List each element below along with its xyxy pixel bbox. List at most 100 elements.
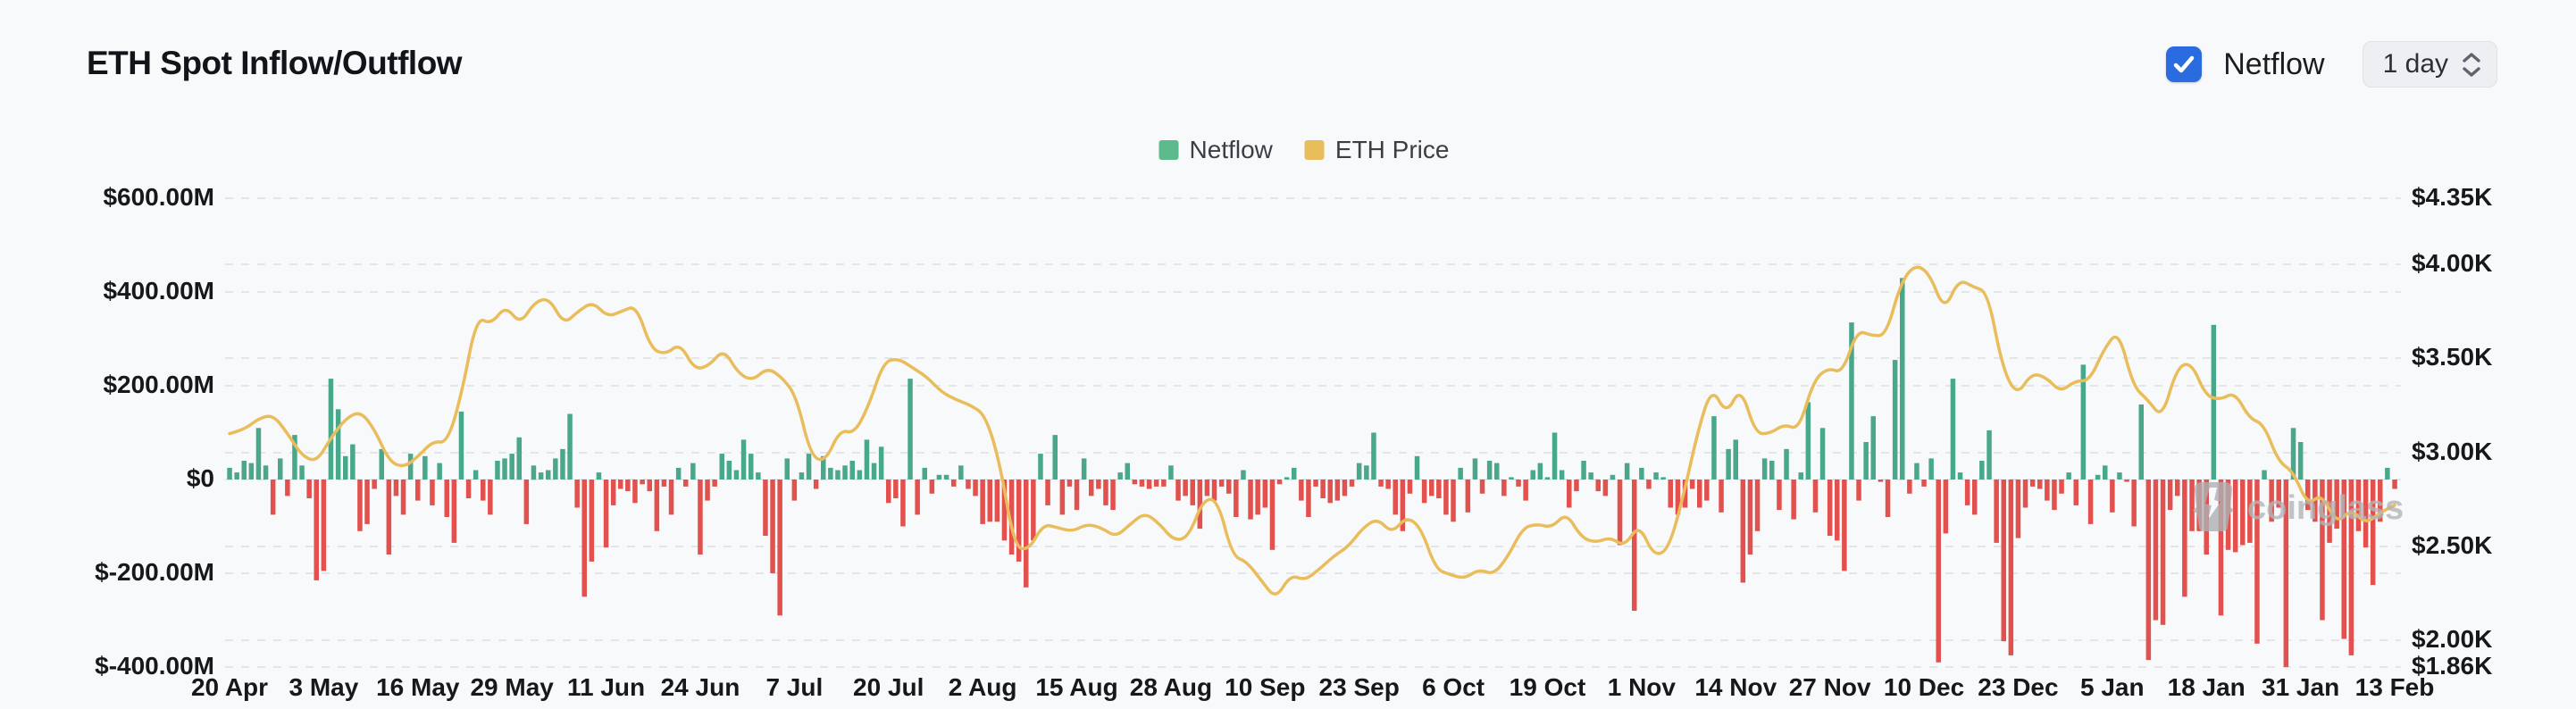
- netflow-bar[interactable]: [2305, 480, 2311, 511]
- netflow-bar[interactable]: [1907, 480, 1912, 494]
- netflow-bar[interactable]: [1530, 470, 1536, 480]
- netflow-bar[interactable]: [1052, 435, 1058, 480]
- netflow-bar[interactable]: [922, 467, 928, 480]
- netflow-bar[interactable]: [2073, 480, 2079, 505]
- netflow-bar[interactable]: [1292, 467, 1297, 480]
- netflow-bar[interactable]: [2254, 480, 2260, 644]
- netflow-bar[interactable]: [733, 470, 740, 480]
- netflow-bar[interactable]: [1878, 480, 1884, 482]
- netflow-bar[interactable]: [234, 472, 239, 480]
- netflow-bar[interactable]: [1269, 480, 1275, 550]
- netflow-bar[interactable]: [603, 480, 609, 548]
- netflow-bar[interactable]: [1812, 480, 1819, 513]
- netflow-bar[interactable]: [2015, 480, 2021, 538]
- netflow-bar[interactable]: [1117, 472, 1123, 480]
- netflow-bar[interactable]: [1153, 480, 1159, 487]
- netflow-bar[interactable]: [465, 480, 472, 498]
- netflow-bar[interactable]: [1031, 480, 1036, 541]
- netflow-bar[interactable]: [1313, 480, 1318, 487]
- netflow-bar[interactable]: [1479, 480, 1485, 494]
- netflow-bar[interactable]: [1486, 461, 1493, 480]
- netflow-bar[interactable]: [1747, 480, 1753, 555]
- netflow-bar[interactable]: [2059, 480, 2064, 494]
- netflow-bar[interactable]: [1754, 480, 1761, 531]
- netflow-bar[interactable]: [2160, 480, 2166, 625]
- netflow-bar[interactable]: [1892, 360, 1898, 480]
- netflow-bar[interactable]: [857, 470, 863, 480]
- netflow-bar[interactable]: [1957, 472, 1963, 480]
- netflow-bar[interactable]: [386, 480, 392, 555]
- netflow-bar[interactable]: [1211, 480, 1217, 501]
- netflow-bar[interactable]: [357, 480, 363, 531]
- netflow-bar[interactable]: [1429, 480, 1434, 496]
- netflow-bar[interactable]: [2297, 442, 2304, 480]
- netflow-bar[interactable]: [1646, 480, 1652, 489]
- netflow-bar[interactable]: [1900, 278, 1905, 480]
- netflow-bar[interactable]: [458, 411, 464, 480]
- netflow-bar[interactable]: [1038, 454, 1043, 480]
- netflow-bar[interactable]: [2189, 480, 2195, 531]
- netflow-bar[interactable]: [842, 465, 848, 480]
- netflow-bar[interactable]: [1660, 477, 1666, 480]
- netflow-bar[interactable]: [1719, 480, 1724, 513]
- netflow-bar[interactable]: [994, 480, 1000, 522]
- netflow-bar[interactable]: [943, 474, 949, 480]
- netflow-bar[interactable]: [1863, 442, 1869, 480]
- netflow-bar[interactable]: [1204, 480, 1210, 496]
- netflow-bar[interactable]: [813, 480, 819, 489]
- netflow-bar[interactable]: [1574, 480, 1579, 492]
- netflow-bar[interactable]: [2269, 480, 2274, 522]
- netflow-bar[interactable]: [1972, 480, 1978, 515]
- netflow-bar[interactable]: [285, 480, 290, 496]
- netflow-bar[interactable]: [2334, 480, 2339, 530]
- netflow-bar[interactable]: [2211, 324, 2217, 480]
- netflow-bar[interactable]: [2385, 467, 2390, 480]
- legend-item-netflow[interactable]: Netflow: [1158, 136, 1273, 164]
- netflow-bar[interactable]: [393, 480, 399, 496]
- netflow-bar[interactable]: [1819, 428, 1826, 480]
- netflow-bar[interactable]: [314, 480, 320, 580]
- netflow-bar[interactable]: [1197, 480, 1203, 530]
- netflow-bar[interactable]: [2153, 480, 2159, 621]
- netflow-bar[interactable]: [1008, 480, 1015, 555]
- netflow-bar[interactable]: [1964, 480, 1970, 505]
- netflow-bar[interactable]: [936, 474, 942, 480]
- netflow-bar[interactable]: [1928, 458, 1934, 480]
- netflow-bar[interactable]: [270, 480, 276, 515]
- netflow-bar[interactable]: [1777, 480, 1782, 511]
- netflow-bar[interactable]: [1132, 480, 1138, 485]
- netflow-bar[interactable]: [929, 480, 935, 494]
- netflow-bar[interactable]: [1096, 480, 1101, 489]
- netflow-bar[interactable]: [1458, 467, 1463, 480]
- netflow-bar[interactable]: [502, 458, 507, 480]
- netflow-bar[interactable]: [1689, 480, 1695, 489]
- netflow-bar[interactable]: [1791, 480, 1796, 520]
- netflow-bar[interactable]: [980, 480, 985, 524]
- netflow-bar[interactable]: [1827, 480, 1833, 536]
- netflow-bar[interactable]: [2348, 480, 2354, 655]
- netflow-bar[interactable]: [364, 480, 370, 524]
- netflow-bar[interactable]: [784, 458, 790, 480]
- netflow-bar[interactable]: [675, 467, 682, 480]
- netflow-bar[interactable]: [1255, 480, 1260, 515]
- netflow-bar[interactable]: [654, 480, 660, 531]
- netflow-bar[interactable]: [2262, 470, 2267, 480]
- netflow-bar[interactable]: [1986, 430, 1992, 480]
- netflow-bar[interactable]: [1516, 480, 1521, 487]
- netflow-bar[interactable]: [1842, 480, 1847, 571]
- netflow-bar[interactable]: [1994, 480, 1999, 543]
- netflow-bar[interactable]: [632, 480, 638, 504]
- netflow-bar[interactable]: [1161, 480, 1167, 487]
- netflow-bar[interactable]: [1921, 480, 1927, 487]
- netflow-bar[interactable]: [2052, 480, 2057, 511]
- netflow-bar[interactable]: [1544, 477, 1551, 480]
- netflow-bar[interactable]: [1653, 472, 1659, 480]
- netflow-bar[interactable]: [1761, 458, 1768, 480]
- netflow-bar[interactable]: [900, 480, 906, 527]
- netflow-bar[interactable]: [1334, 480, 1341, 501]
- netflow-bar[interactable]: [756, 472, 761, 480]
- netflow-bar[interactable]: [893, 480, 899, 498]
- netflow-bar[interactable]: [1451, 480, 1456, 522]
- netflow-bar[interactable]: [2247, 480, 2253, 543]
- netflow-bar[interactable]: [1349, 480, 1355, 487]
